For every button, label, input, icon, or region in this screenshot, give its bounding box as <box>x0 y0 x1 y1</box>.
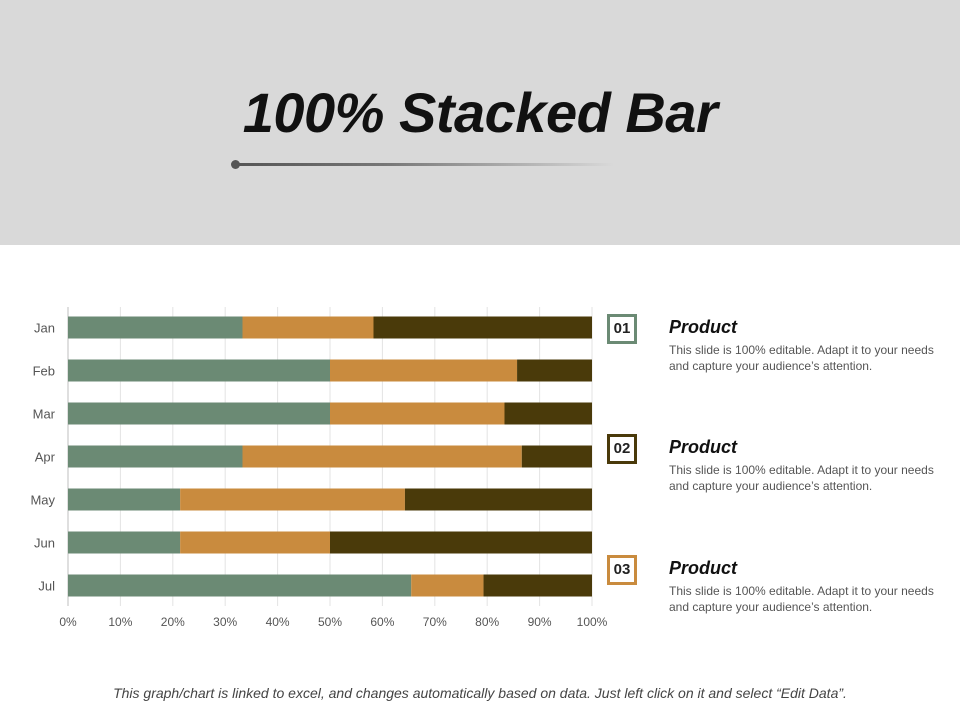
category-label: May <box>30 493 55 508</box>
title-underline-dot <box>231 160 240 169</box>
x-tick-label: 10% <box>108 615 132 629</box>
bar-segment <box>180 488 405 511</box>
slide-title: 100% Stacked Bar <box>242 81 718 144</box>
bar-segment <box>330 359 518 382</box>
bar-segment <box>68 488 181 511</box>
category-label: Jan <box>34 321 55 336</box>
legend-item-3: 03 Product This slide is 100% editable. … <box>607 555 947 635</box>
x-tick-label: 50% <box>318 615 342 629</box>
title-underline <box>234 163 614 166</box>
bar-segment <box>242 316 374 339</box>
bar-segment <box>330 531 592 554</box>
legend-item-2: 02 Product This slide is 100% editable. … <box>607 434 947 514</box>
bar-segment <box>68 531 181 554</box>
bar-segment <box>483 574 592 597</box>
bar-segment <box>68 359 330 382</box>
bar-segment <box>68 402 330 425</box>
x-tick-label: 60% <box>370 615 394 629</box>
bar-segment <box>242 445 522 468</box>
legend-number-box-1: 01 <box>607 314 637 344</box>
footer-note: This graph/chart is linked to excel, and… <box>113 685 847 701</box>
category-label: Mar <box>33 407 56 422</box>
legend-title-2: Product <box>669 437 738 457</box>
legend-title-1: Product <box>669 317 738 337</box>
x-tick-label: 70% <box>423 615 447 629</box>
x-tick-label: 40% <box>266 615 290 629</box>
bar-segment <box>404 488 592 511</box>
x-tick-label: 30% <box>213 615 237 629</box>
header-band: 100% Stacked Bar <box>0 0 960 245</box>
category-label: Jul <box>38 579 55 594</box>
bar-segment <box>411 574 484 597</box>
x-tick-label: 0% <box>59 615 77 629</box>
category-label: Feb <box>33 364 55 379</box>
bar-segment <box>68 574 412 597</box>
legend-description-2: This slide is 100% editable. Adapt it to… <box>669 463 934 493</box>
bar-segment <box>68 316 243 339</box>
x-tick-label: 20% <box>161 615 185 629</box>
x-tick-label: 80% <box>475 615 499 629</box>
bar-segment <box>373 316 592 339</box>
legend-item-1: 01 Product This slide is 100% editable. … <box>607 314 947 394</box>
legend-title-3: Product <box>669 558 738 578</box>
bar-segment <box>521 445 592 468</box>
x-tick-label: 100% <box>577 615 608 629</box>
bar-segment <box>517 359 592 382</box>
bar-segment <box>180 531 330 554</box>
bar-segment <box>504 402 592 425</box>
legend-number-box-2: 02 <box>607 434 637 464</box>
category-label: Jun <box>34 536 55 551</box>
legend-description-3: This slide is 100% editable. Adapt it to… <box>669 584 934 614</box>
legend-number-box-3: 03 <box>607 555 637 585</box>
stacked-bar-chart: Jan Feb Mar Apr May Jun Jul 0% 10% 20% 30% 40% 50% 60… <box>30 307 608 629</box>
legend-description-1: This slide is 100% editable. Adapt it to… <box>669 343 934 373</box>
bar-segment <box>330 402 505 425</box>
bar-segment <box>68 445 243 468</box>
x-tick-label: 90% <box>528 615 552 629</box>
category-label: Apr <box>35 450 56 465</box>
